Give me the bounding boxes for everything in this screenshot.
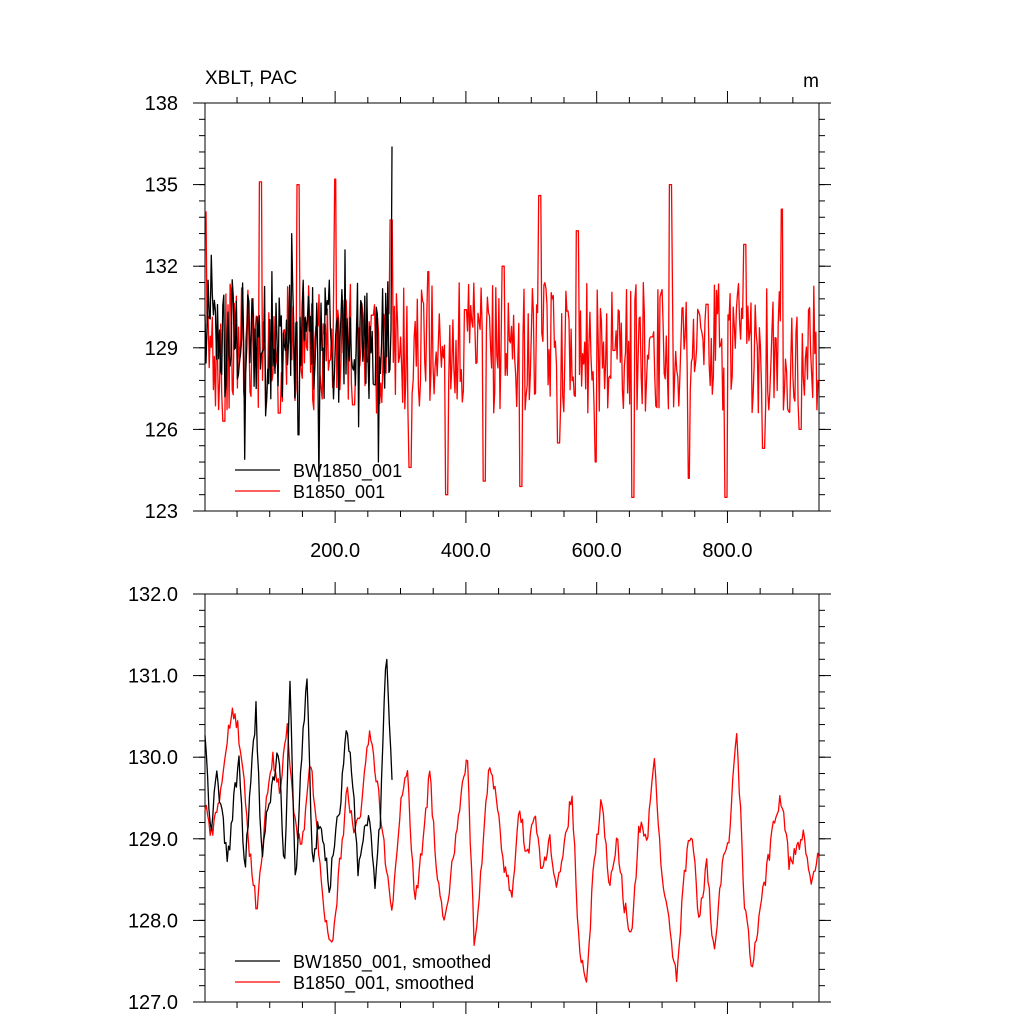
x-tick-label: 400.0 xyxy=(441,540,491,562)
bottom-series-line-b1850 xyxy=(204,707,820,983)
top-units: m xyxy=(803,71,819,92)
y-tick-label: 138 xyxy=(145,93,178,115)
x-tick-label: 200.0 xyxy=(310,540,360,562)
y-tick-label: 130.0 xyxy=(128,747,178,769)
y-tick-label: 127.0 xyxy=(128,992,178,1014)
legend-label-bw1850: BW1850_001 xyxy=(293,461,402,482)
top-legend: BW1850_001 B1850_001 xyxy=(235,461,402,503)
bottom-plot-frame xyxy=(204,593,820,1003)
top-series-line-b1850 xyxy=(205,178,819,499)
top-series-line-bw1850 xyxy=(204,146,393,482)
top-title: XBLT, PAC xyxy=(205,68,297,89)
y-tick-label: 129 xyxy=(145,338,178,360)
y-tick-label: 132.0 xyxy=(128,584,178,606)
bottom-series-line-bw1850 xyxy=(204,658,393,894)
legend-label-bw1850-smoothed: BW1850_001, smoothed xyxy=(293,952,491,973)
bottom-legend: BW1850_001, smoothed B1850_001, smoothed xyxy=(235,952,491,994)
top-panel: XBLT, PAC m 123 126 129 132 135 138 200.0 400.0… xyxy=(145,68,831,562)
top-plot-frame xyxy=(204,102,820,512)
y-tick-label: 135 xyxy=(145,175,178,197)
legend-label-b1850: B1850_001 xyxy=(293,482,385,503)
bottom-series-lines xyxy=(204,658,820,983)
y-tick-label: 132 xyxy=(145,256,178,278)
x-tick-label: 800.0 xyxy=(702,540,752,562)
legend-label-b1850-smoothed: B1850_001, smoothed xyxy=(293,973,474,994)
top-series-lines xyxy=(204,146,819,499)
y-tick-label: 123 xyxy=(145,501,178,523)
x-tick-label: 600.0 xyxy=(572,540,622,562)
y-tick-label: 131.0 xyxy=(128,666,178,688)
y-tick-label: 126 xyxy=(145,419,178,441)
bottom-axes: 127.0 128.0 129.0 130.0 131.0 132.0 xyxy=(128,582,831,1014)
top-axes: 123 126 129 132 135 138 200.0 400.0 600.0 800.0 xyxy=(145,91,831,562)
y-tick-label: 128.0 xyxy=(128,910,178,932)
bottom-panel: 127.0 128.0 129.0 130.0 131.0 132.0 BW1850_00… xyxy=(128,582,831,1014)
y-tick-label: 129.0 xyxy=(128,829,178,851)
